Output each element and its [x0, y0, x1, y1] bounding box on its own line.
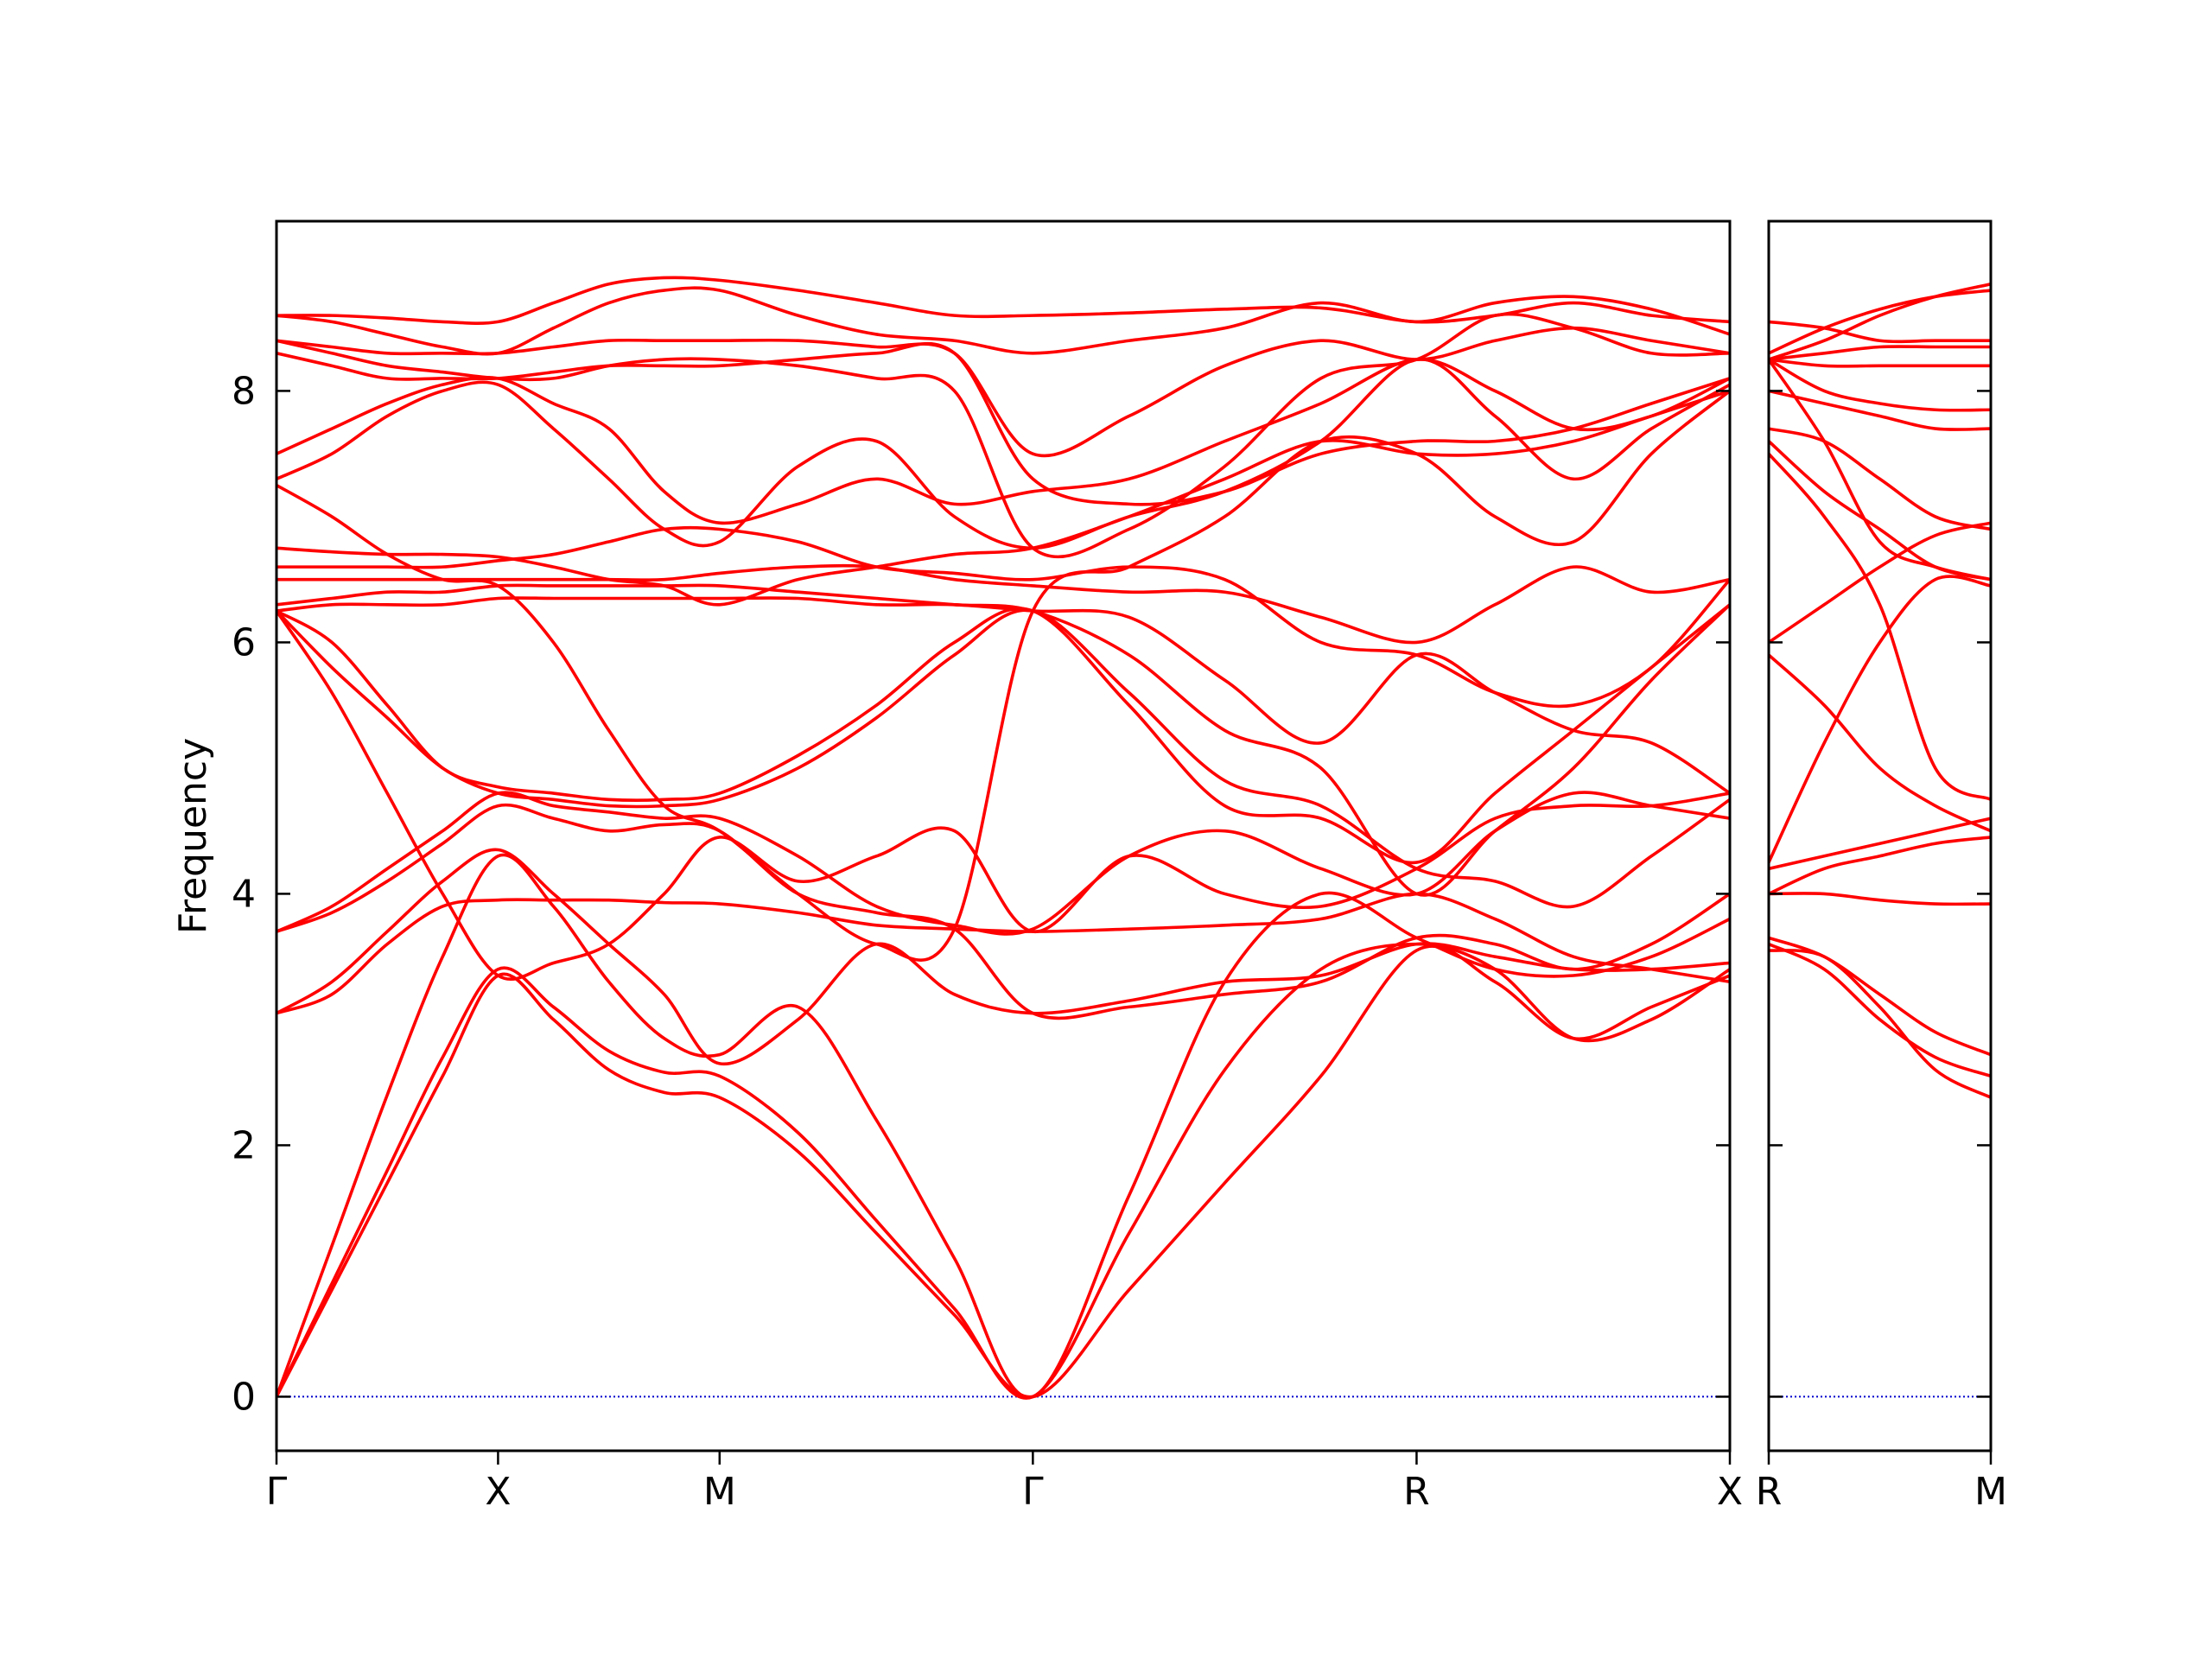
band-line	[276, 358, 1730, 550]
band-line	[1769, 521, 1991, 644]
band-line	[276, 942, 1730, 1400]
band-line	[1769, 358, 1991, 368]
band-line	[276, 525, 1730, 709]
band-line	[1769, 949, 1991, 1099]
band-line	[276, 791, 1730, 936]
band-line	[276, 583, 1730, 897]
x-tick-label: R	[1403, 1470, 1430, 1514]
y-tick-label: 6	[232, 620, 256, 664]
band-line	[276, 853, 1730, 1399]
band-line	[276, 610, 1730, 982]
y-tick-label: 2	[232, 1123, 256, 1167]
band-line	[276, 389, 1730, 607]
band-line	[276, 596, 1730, 795]
band-line	[276, 276, 1730, 325]
band-line	[1769, 653, 1991, 833]
plot-frame	[275, 219, 1732, 1452]
band-line	[1769, 389, 1991, 431]
band-line	[1769, 320, 1991, 344]
y-axis-label: Frequency	[171, 738, 215, 934]
band-line	[1769, 289, 1991, 355]
x-tick-label: M	[1974, 1470, 2007, 1514]
x-tick-label: X	[1717, 1470, 1743, 1514]
band-line	[1769, 575, 1991, 863]
band-line	[1769, 936, 1991, 1057]
band-line	[1769, 817, 1991, 871]
x-tick-label: Γ	[266, 1470, 288, 1514]
x-tick-label: M	[703, 1470, 736, 1514]
band-line	[1769, 440, 1991, 582]
band-line	[276, 390, 1730, 962]
band-line	[1769, 358, 1991, 412]
x-tick-label: X	[485, 1470, 511, 1514]
x-tick-label: Γ	[1022, 1470, 1044, 1514]
band-line	[276, 892, 1730, 1015]
plot-frame	[1767, 219, 1993, 1452]
band-line	[1769, 452, 1991, 801]
band-line	[1769, 345, 1991, 361]
band-line	[276, 312, 1730, 559]
band-line	[276, 608, 1730, 909]
band-line	[276, 944, 1730, 1399]
band-line	[276, 803, 1730, 1020]
band-line	[1769, 892, 1991, 906]
band-line	[1769, 427, 1991, 531]
band-line	[1769, 359, 1991, 582]
y-tick-label: 8	[232, 369, 256, 413]
band-line	[1769, 282, 1991, 361]
band-line	[276, 286, 1730, 356]
band-line	[1769, 836, 1991, 896]
y-tick-label: 0	[232, 1375, 256, 1419]
band-line	[1769, 942, 1991, 1078]
x-tick-label: R	[1756, 1470, 1783, 1514]
y-tick-label: 4	[232, 872, 256, 916]
band-line	[276, 603, 1730, 865]
band-line	[276, 848, 1730, 1066]
